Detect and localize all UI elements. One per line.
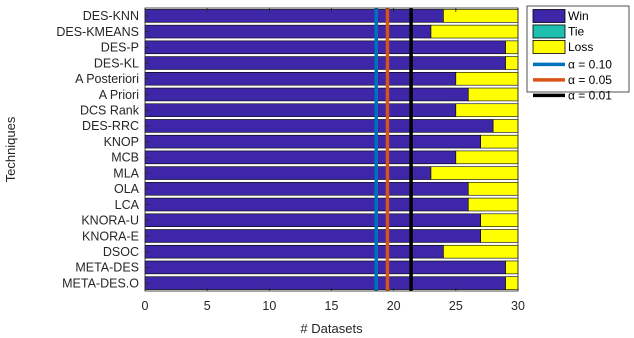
legend-label-1: Tie (568, 25, 585, 39)
bar-loss-5 (467, 87, 519, 102)
bar-loss-12 (467, 197, 519, 212)
bar-win-11 (144, 182, 469, 196)
y-tick-label-9: MCB (111, 151, 139, 165)
y-tick-label-5: A Priori (99, 88, 139, 102)
x-tick-label-6: 30 (511, 299, 525, 313)
bar-win-2 (144, 40, 506, 55)
bar-loss-6 (455, 103, 519, 117)
y-tick-label-2: DES-P (101, 41, 139, 55)
x-tick-label-3: 15 (325, 299, 339, 313)
threshold-lines (374, 8, 413, 291)
bar-win-16 (144, 260, 506, 275)
x-axis-label: # Datasets (300, 321, 363, 336)
y-tick-label-17: META-DES.O (62, 276, 139, 290)
y-tick-label-14: KNORA-E (82, 229, 139, 243)
bar-win-7 (144, 119, 494, 133)
legend-label-4: α = 0.05 (568, 73, 612, 87)
legend-label-2: Loss (568, 40, 593, 54)
y-tick-label-11: OLA (114, 182, 140, 196)
y-tick-label-4: A Posteriori (75, 72, 139, 86)
bar-loss-2 (505, 40, 519, 55)
legend-label-5: α = 0.01 (568, 89, 612, 103)
bars-layer (144, 9, 519, 290)
bar-win-13 (144, 213, 482, 227)
legend-swatch-1 (532, 24, 566, 39)
y-tick-label-6: DCS Rank (80, 103, 140, 117)
x-tick-label-5: 25 (449, 299, 463, 313)
legend-label-3: α = 0.10 (568, 58, 612, 72)
y-tick-label-12: LCA (115, 198, 140, 212)
y-tick-label-13: KNORA-U (81, 214, 139, 228)
legend-label-0: Win (568, 9, 589, 23)
x-tick-label-0: 0 (142, 299, 149, 313)
legend-swatch-2 (532, 40, 566, 54)
bar-loss-3 (505, 56, 519, 70)
bar-loss-9 (455, 150, 519, 165)
y-axis-label: Techniques (3, 116, 18, 182)
bar-win-4 (144, 72, 457, 86)
bar-win-5 (144, 87, 469, 102)
x-axis-ticks: 0 5 10 15 20 25 30 (142, 8, 525, 313)
y-tick-label-15: DSOC (103, 245, 139, 259)
bar-win-8 (144, 134, 482, 149)
y-tick-label-1: DES-KMEANS (56, 25, 139, 39)
y-tick-label-10: MLA (113, 166, 139, 180)
bar-win-3 (144, 56, 506, 70)
y-tick-label-16: META-DES (75, 261, 139, 275)
bar-win-12 (144, 197, 469, 212)
bar-loss-10 (430, 166, 519, 180)
x-tick-label-1: 5 (204, 299, 211, 313)
bar-win-14 (144, 229, 482, 243)
y-tick-label-0: DES-KNN (83, 9, 139, 23)
bar-win-15 (144, 244, 444, 259)
bar-loss-8 (480, 134, 519, 149)
legend-swatch-0 (532, 9, 566, 23)
bar-loss-11 (467, 182, 519, 196)
bar-loss-15 (443, 244, 519, 259)
bar-loss-13 (480, 213, 519, 227)
x-tick-label-2: 10 (262, 299, 276, 313)
bar-loss-14 (480, 229, 519, 243)
bar-loss-0 (443, 9, 519, 23)
bar-loss-1 (430, 24, 519, 39)
bar-win-9 (144, 150, 457, 165)
bar-loss-16 (505, 260, 519, 275)
bar-loss-17 (505, 276, 519, 290)
y-tick-label-7: DES-RRC (82, 119, 139, 133)
bar-win-6 (144, 103, 457, 117)
bar-win-0 (144, 9, 444, 23)
bar-win-17 (144, 276, 506, 290)
y-tick-label-3: DES-KL (94, 56, 139, 70)
y-tick-label-8: KNOP (104, 135, 139, 149)
x-tick-label-4: 20 (387, 299, 401, 313)
bar-loss-7 (492, 119, 519, 133)
bar-loss-4 (455, 72, 519, 86)
